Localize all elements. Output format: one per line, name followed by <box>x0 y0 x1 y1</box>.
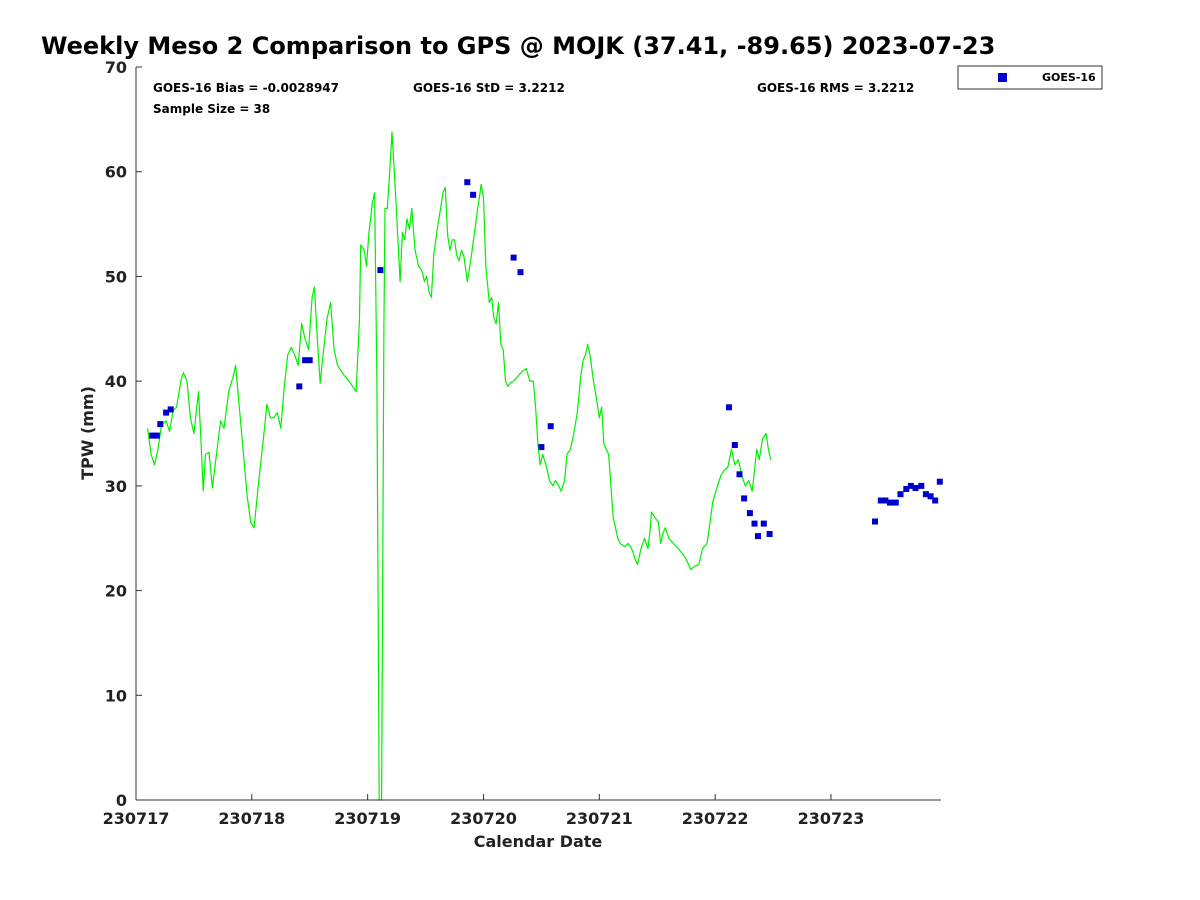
goes16-point <box>302 357 309 364</box>
x-tick-label: 230720 <box>450 809 517 828</box>
goes16-point <box>907 482 914 489</box>
x-tick-label: 230721 <box>566 809 633 828</box>
goes16-point <box>741 495 748 502</box>
std-annotation: GOES-16 StD = 3.2212 <box>413 81 565 95</box>
goes16-point <box>306 357 313 364</box>
goes16-point <box>932 497 939 504</box>
y-tick-label: 0 <box>116 791 127 810</box>
goes16-point <box>547 423 554 430</box>
x-tick-label: 230723 <box>798 809 865 828</box>
goes16-point <box>922 491 929 498</box>
x-tick-label: 230722 <box>682 809 749 828</box>
gps-tpw-line <box>147 131 772 801</box>
goes16-point <box>887 499 893 506</box>
goes16-point <box>892 499 899 506</box>
goes16-point <box>882 497 889 504</box>
goes16-point <box>755 533 761 540</box>
goes16-point <box>296 383 303 390</box>
y-tick-label: 10 <box>105 686 127 705</box>
goes16-point <box>872 518 878 525</box>
y-tick-label: 60 <box>105 163 127 182</box>
y-tick-label: 70 <box>105 58 127 77</box>
series-layer <box>147 131 943 801</box>
goes16-point <box>918 482 925 489</box>
goes16-point <box>538 444 545 451</box>
x-axis-label: Calendar Date <box>474 832 603 851</box>
goes16-point <box>912 485 919 491</box>
rms-annotation: GOES-16 RMS = 3.2212 <box>757 81 914 95</box>
y-ticks: 0 10 20 30 40 50 60 70 <box>105 58 142 810</box>
y-tick-label: 30 <box>105 477 127 496</box>
legend-box <box>957 65 1103 90</box>
goes16-point <box>470 191 477 198</box>
goes16-point <box>936 478 943 485</box>
goes16-point <box>153 432 160 439</box>
goes16-point <box>751 520 758 527</box>
goes16-point <box>766 531 773 537</box>
goes16-point <box>927 493 934 500</box>
goes16-point <box>746 510 753 517</box>
goes16-point <box>163 409 170 416</box>
legend-label-goes16: GOES-16 <box>1042 71 1096 84</box>
y-axis-label: TPW (mm) <box>78 386 97 480</box>
goes16-point <box>903 486 910 492</box>
x-tick-label: 230718 <box>218 809 285 828</box>
goes16-point <box>464 179 471 186</box>
goes16-point <box>157 421 164 428</box>
goes16-point <box>517 269 524 276</box>
goes16-point <box>510 254 517 261</box>
plot-area <box>136 67 941 800</box>
bias-annotation: GOES-16 Bias = -0.0028947 <box>153 81 339 95</box>
x-tick-label: 230717 <box>103 809 170 828</box>
goes16-point <box>149 432 156 439</box>
y-tick-label: 50 <box>105 267 127 286</box>
goes16-point <box>377 267 384 274</box>
chart-title: Weekly Meso 2 Comparison to GPS @ MOJK (… <box>41 32 995 60</box>
legend: GOES-16 <box>957 65 1103 90</box>
sample-size-annotation: Sample Size = 38 <box>153 102 270 116</box>
goes16-point <box>736 471 743 478</box>
goes16-point <box>731 442 738 448</box>
y-tick-label: 40 <box>105 372 127 391</box>
goes16-point <box>877 497 884 504</box>
x-tick-label: 230719 <box>334 809 401 828</box>
goes16-point <box>897 491 904 498</box>
goes16-point <box>760 520 767 527</box>
goes16-point <box>167 406 174 413</box>
legend-marker-goes16 <box>998 73 1007 82</box>
goes16-point <box>726 404 732 411</box>
y-tick-label: 20 <box>105 582 127 601</box>
x-ticks: 230717 230718 230719 230720 230721 230722 2307… <box>103 794 865 828</box>
